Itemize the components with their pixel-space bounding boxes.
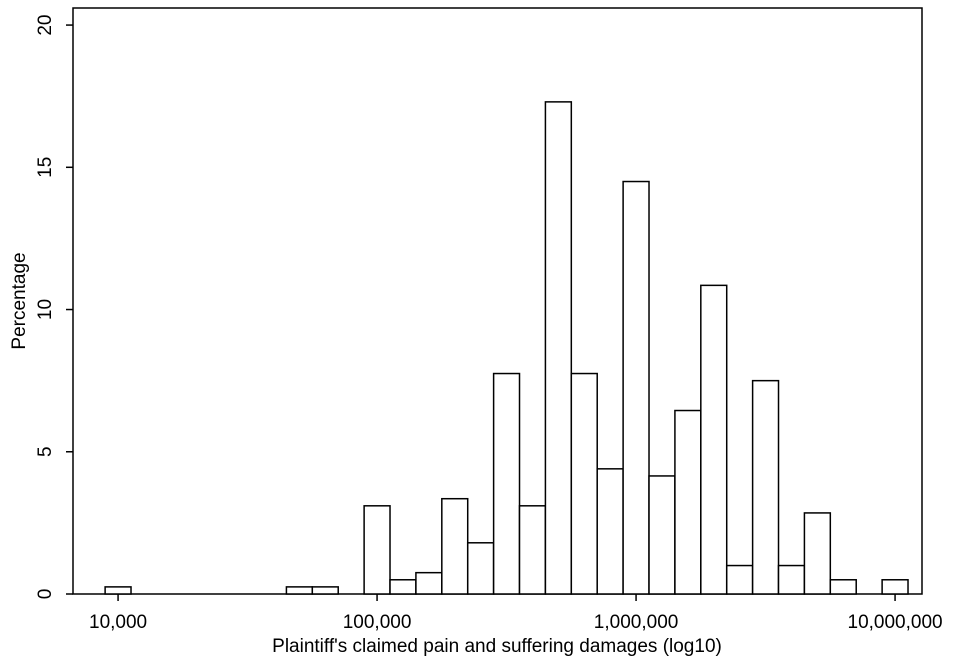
x-axis-title: Plaintiff's claimed pain and suffering d…: [272, 636, 722, 657]
bar: [544, 101, 573, 595]
bar: [363, 505, 391, 595]
y-axis-title: Percentage: [9, 252, 30, 349]
bar: [389, 579, 417, 595]
bar: [648, 475, 676, 595]
x-tick-label: 10,000,000: [848, 612, 943, 633]
bar: [725, 564, 754, 595]
bar: [311, 586, 339, 595]
bar: [674, 409, 702, 595]
bar: [285, 586, 314, 595]
y-tick-label: 5: [35, 446, 56, 457]
x-tick-label: 10,000: [89, 612, 147, 633]
bar: [492, 372, 521, 595]
bar: [700, 284, 728, 595]
bar: [881, 579, 909, 595]
y-tick-label: 0: [35, 589, 56, 600]
bar: [415, 571, 443, 595]
bar: [829, 579, 857, 595]
y-tick-label: 10: [35, 299, 56, 320]
bar: [777, 564, 806, 595]
bar: [466, 542, 495, 595]
bar: [596, 468, 624, 595]
x-tick-label: 1,000,000: [594, 612, 679, 633]
bar: [570, 372, 598, 595]
bar: [803, 512, 832, 595]
x-tick-label: 100,000: [343, 612, 412, 633]
y-tick-label: 15: [35, 157, 56, 178]
bar: [751, 379, 780, 595]
bar: [441, 497, 469, 595]
bar: [104, 586, 132, 595]
bar: [622, 180, 650, 595]
y-tick-label: 20: [35, 14, 56, 35]
bar: [518, 505, 547, 595]
